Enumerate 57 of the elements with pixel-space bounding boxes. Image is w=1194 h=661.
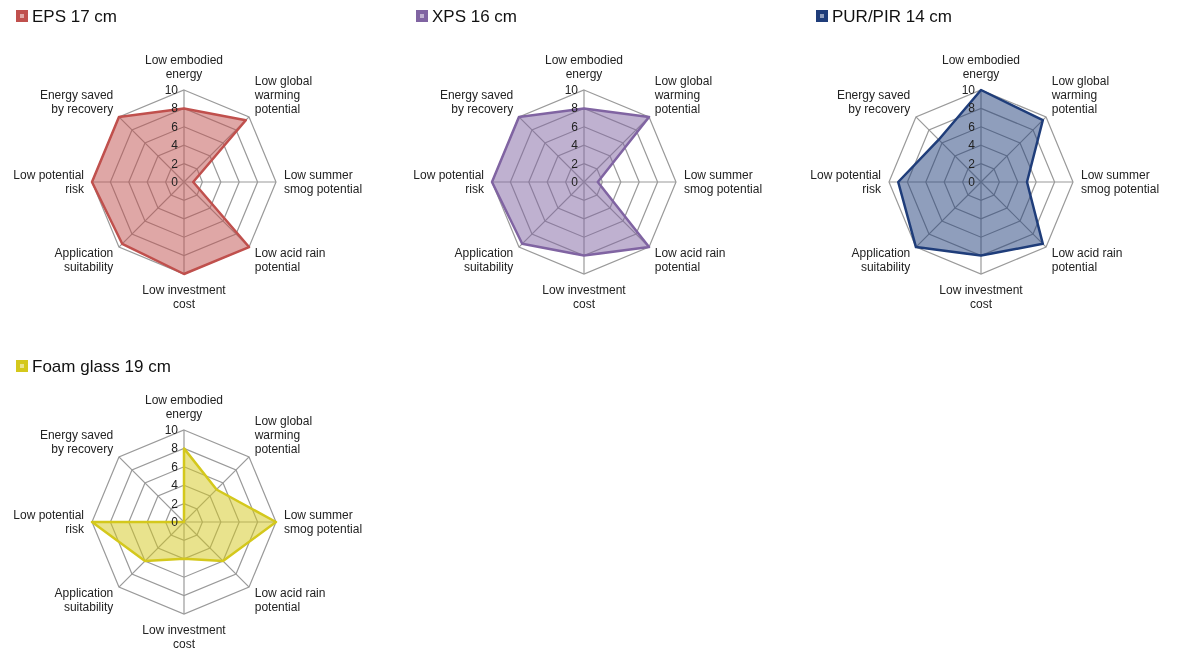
y-tick-label: 4 xyxy=(571,138,579,153)
spoke-label: Low investment cost xyxy=(939,283,1024,311)
y-tick-label: 6 xyxy=(171,119,179,134)
legend-label: PUR/PIR 14 cm xyxy=(832,7,952,26)
spoke-label: Low acid rain potential xyxy=(254,585,326,614)
y-tick-label: 2 xyxy=(171,156,179,171)
spoke-label: Low embodied energy xyxy=(144,393,224,421)
spoke-label: Application suitability xyxy=(851,245,911,274)
y-tick-label: 8 xyxy=(171,441,179,456)
spoke-label: Energy saved by recovery xyxy=(39,428,114,457)
y-tick-label: 10 xyxy=(961,83,976,97)
y-tick-label: 2 xyxy=(968,156,976,171)
spoke-label: Low global warming potential xyxy=(653,74,713,117)
spoke-label: Low summer smog potential xyxy=(684,168,763,196)
y-tick-label: 6 xyxy=(171,459,179,474)
spoke-label: Energy saved by recovery xyxy=(439,88,514,117)
spoke-label: Application suitability xyxy=(454,245,514,274)
y-tick-label: 4 xyxy=(968,138,976,153)
y-tick-label: 0 xyxy=(571,175,579,189)
y-tick-label: 4 xyxy=(171,138,179,153)
y-tick-label: 4 xyxy=(171,478,179,493)
y-tick-label: 2 xyxy=(171,496,179,511)
spoke-label: Low investment cost xyxy=(142,623,227,651)
y-tick-label: 0 xyxy=(968,175,976,189)
y-tick-label: 2 xyxy=(571,156,579,171)
spoke-label: Low potential risk xyxy=(13,168,85,196)
spoke-label: Low embodied energy xyxy=(941,53,1021,81)
y-tick-label: 10 xyxy=(164,83,179,97)
spoke-label: Low embodied energy xyxy=(144,53,224,81)
spoke-label: Energy saved by recovery xyxy=(39,88,114,117)
spoke-label: Low summer smog potential xyxy=(1081,168,1160,196)
y-tick-label: 6 xyxy=(571,119,579,134)
legend-label: Foam glass 19 cm xyxy=(32,357,171,376)
spoke-label: Application suitability xyxy=(54,585,114,614)
y-tick-label: 6 xyxy=(968,119,976,134)
spoke-label: Low potential risk xyxy=(13,508,85,536)
spoke-label: Low global warming potential xyxy=(1050,74,1110,117)
y-tick-label: 0 xyxy=(171,175,179,189)
spoke-label: Low potential risk xyxy=(413,168,485,196)
spoke-label: Low potential risk xyxy=(810,168,882,196)
spoke-label: Low summer smog potential xyxy=(284,168,363,196)
spoke-label: Low acid rain potential xyxy=(654,245,726,274)
y-tick-label: 8 xyxy=(968,101,976,116)
y-tick-label: 10 xyxy=(164,423,179,437)
spoke-label: Low acid rain potential xyxy=(1051,245,1123,274)
spoke-label: Low global warming potential xyxy=(253,414,313,457)
spoke-label: Application suitability xyxy=(54,245,114,274)
spoke-label: Low investment cost xyxy=(142,283,227,311)
legend-label: XPS 16 cm xyxy=(432,7,518,26)
y-tick-label: 10 xyxy=(564,83,579,97)
spoke-label: Low embodied energy xyxy=(544,53,624,81)
spoke-label: Low acid rain potential xyxy=(254,245,326,274)
spoke-label: Low summer smog potential xyxy=(284,508,363,536)
spoke-label: Low investment cost xyxy=(542,283,627,311)
legend-label: EPS 17 cm xyxy=(32,7,118,26)
spoke-label: Energy saved by recovery xyxy=(836,88,911,117)
spoke-label: Low global warming potential xyxy=(253,74,313,117)
